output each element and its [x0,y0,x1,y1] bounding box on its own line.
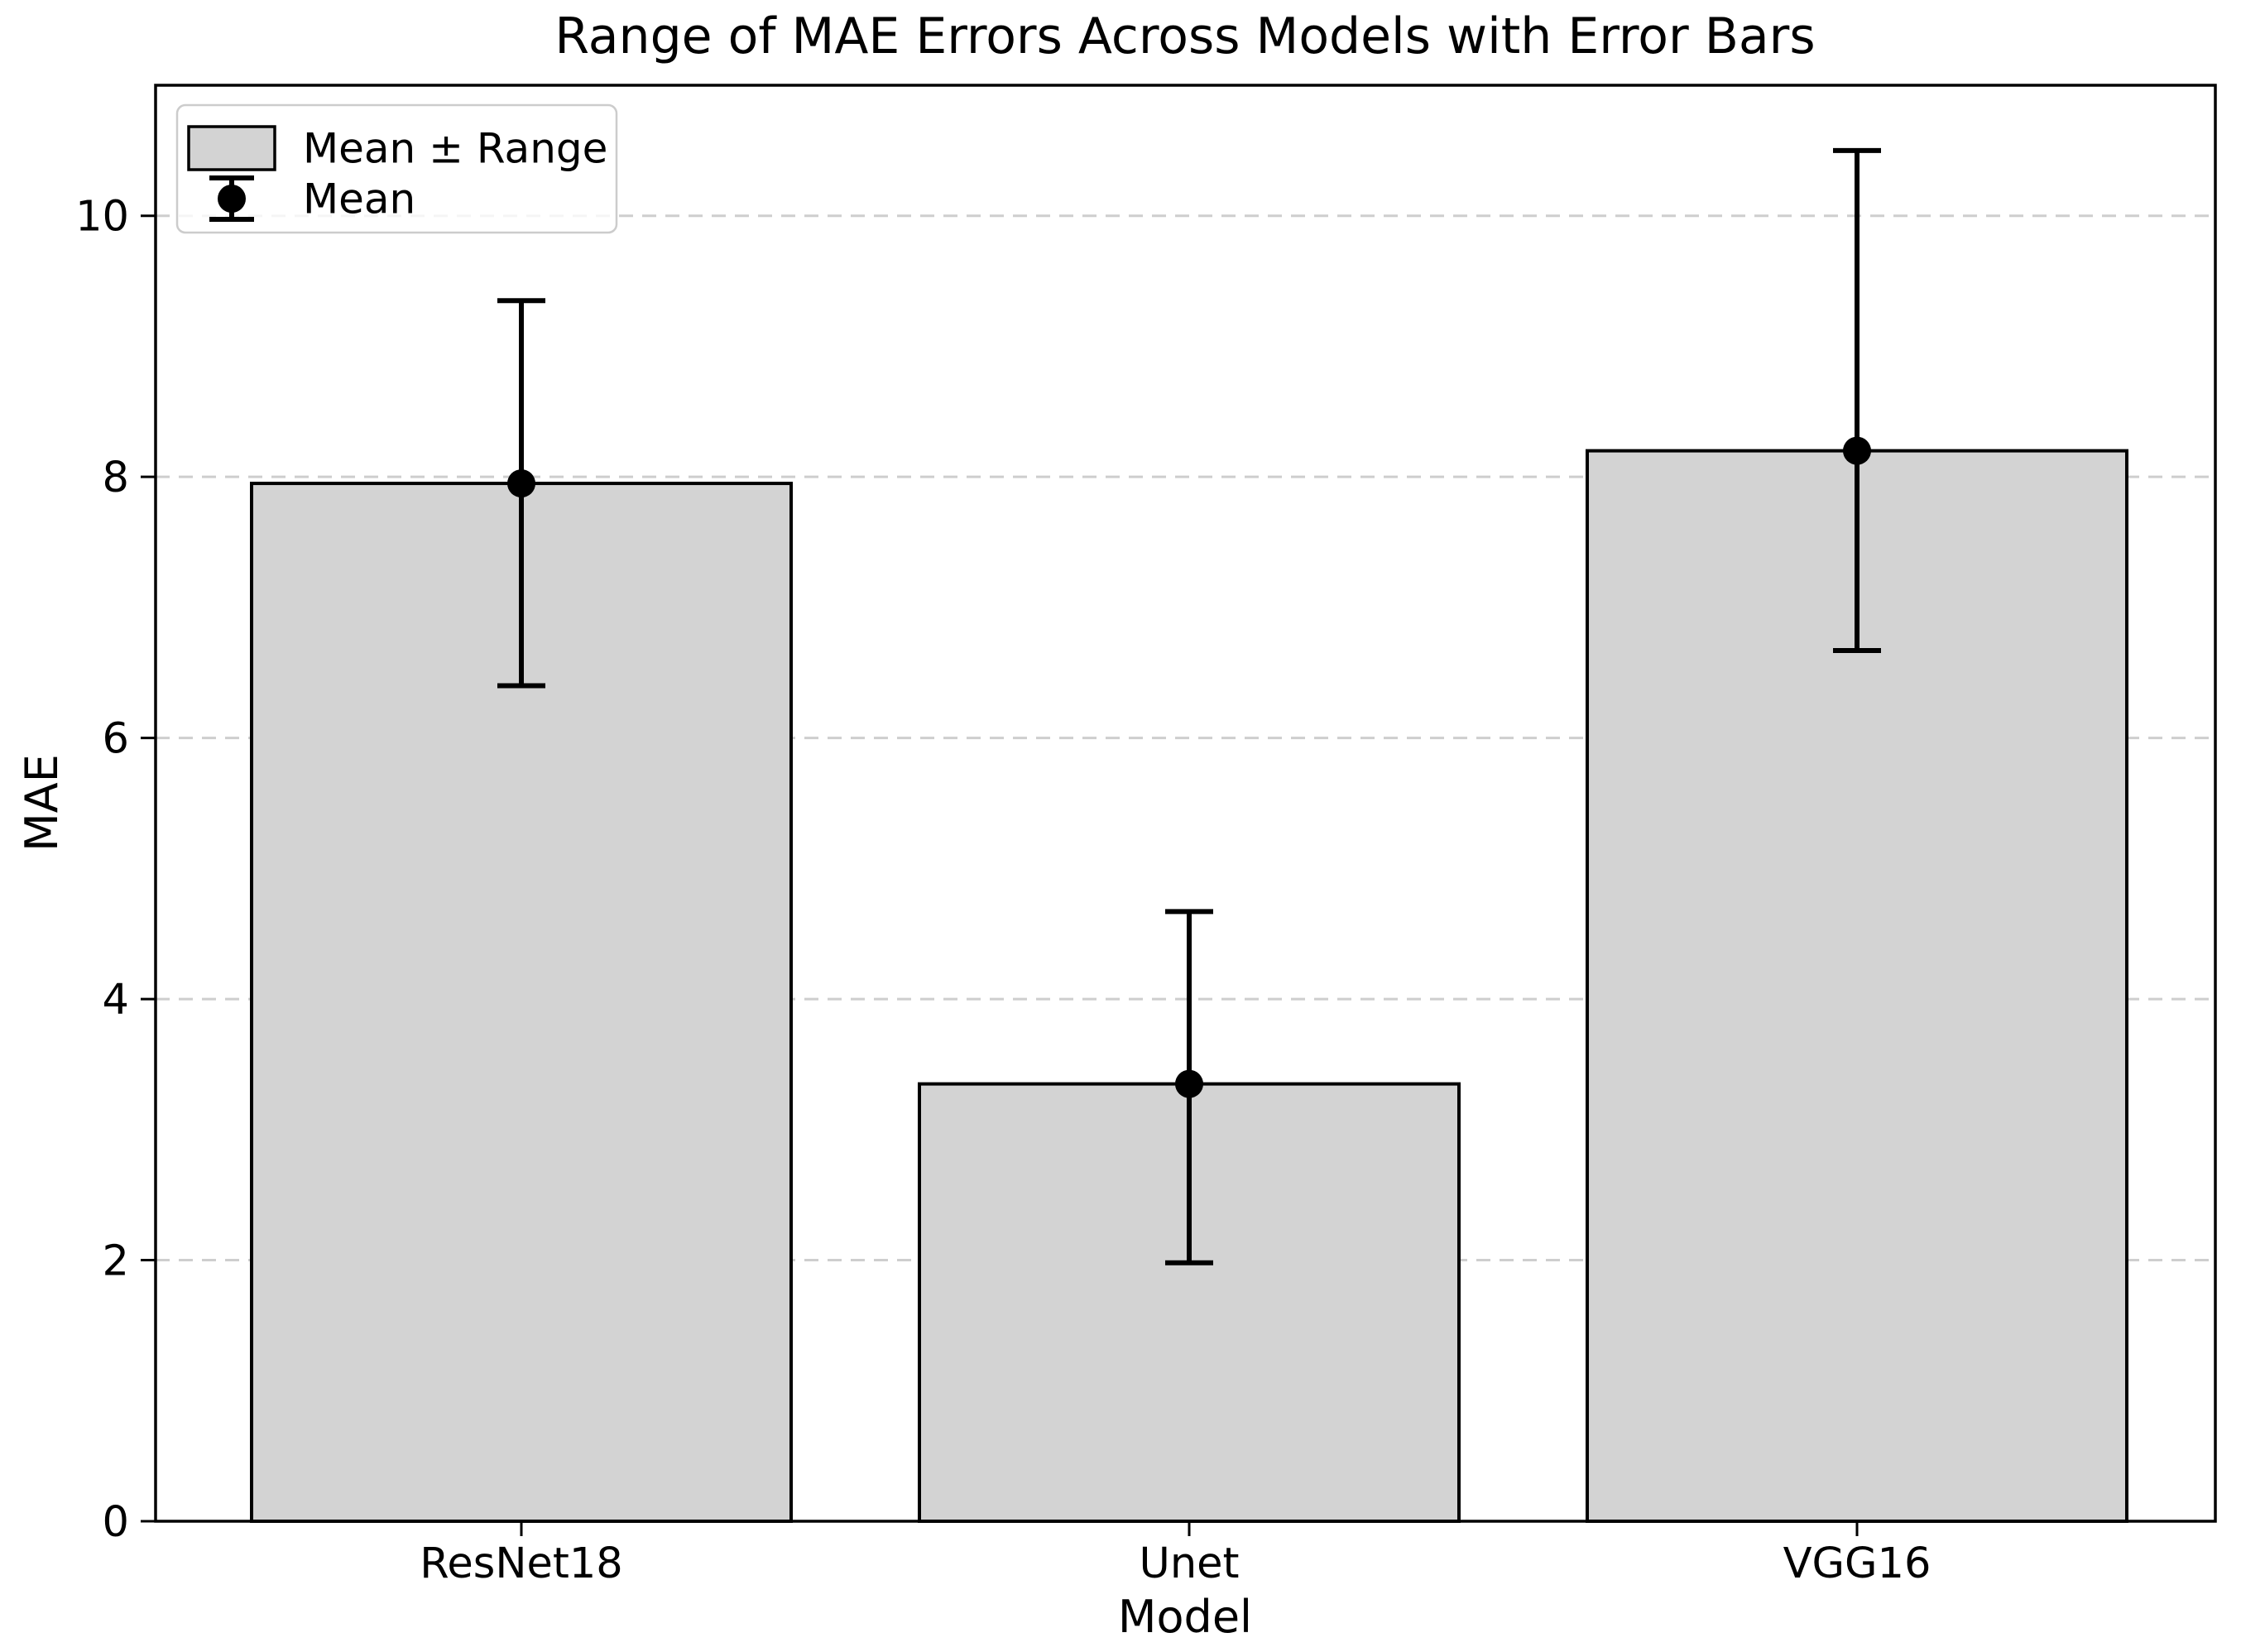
x-tick-label-unet: Unet [1139,1539,1239,1588]
legend-frame [175,103,618,234]
chart-title: Range of MAE Errors Across Models with E… [554,7,1815,65]
x-tick-label-resnet18: ResNet18 [420,1539,623,1588]
y-tick-label-2: 2 [103,1237,129,1285]
legend-label-mean-range: Mean ± Range [303,125,607,173]
y-tick-label-0: 0 [103,1498,129,1547]
y-tick-label-6: 6 [103,714,129,763]
plot-area-frame [154,84,2217,1523]
legend-mean-dot [218,185,246,213]
legend-errorbar-glyph [209,175,254,222]
y-axis-label: MAE [16,754,68,852]
y-tick-label-10: 10 [75,193,129,242]
x-axis-label: Model [1118,1591,1252,1643]
y-tick-label-8: 8 [103,454,129,502]
axis-ticks [141,214,1859,1536]
error-bar-resnet18 [497,298,545,689]
tick-labels: 0 2 4 6 8 10 ResNet18 Unet VGG16 [75,193,1931,1588]
y-tick-label-4: 4 [103,976,129,1025]
error-bar-unet [1165,909,1213,1265]
mean-marker-vgg16 [1843,436,1871,465]
legend: Mean ± Range Mean [175,103,618,234]
mean-marker-unet [1175,1069,1203,1098]
legend-label-mean: Mean [303,175,415,223]
x-tick-label-vgg16: VGG16 [1783,1539,1931,1588]
legend-swatch-mean-range [187,125,276,171]
error-bar-vgg16 [1833,147,1881,653]
error-bars-group [497,147,1881,1265]
mean-marker-resnet18 [507,469,535,498]
